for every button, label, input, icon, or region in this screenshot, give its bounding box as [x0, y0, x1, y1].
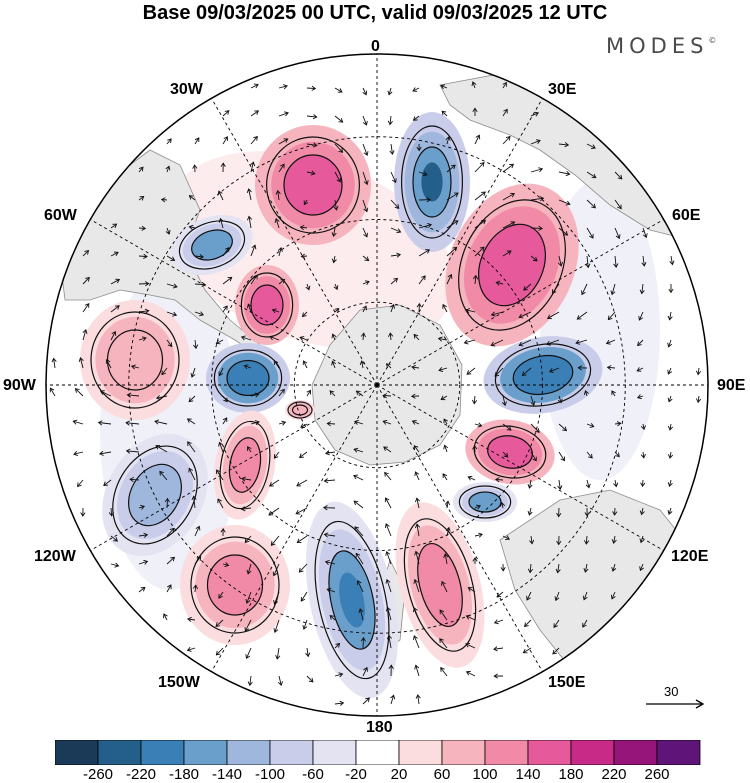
colorbar-tick-label: 180: [558, 766, 584, 783]
lon-label-150w: 150W: [158, 674, 200, 691]
longitude-line: [376, 219, 664, 386]
land-mass: [311, 304, 463, 466]
colorbar-tick-label: -140: [211, 766, 243, 783]
anomaly-blob: [453, 482, 517, 522]
colorbar-tick-label: 60: [433, 766, 451, 783]
anomaly-blob: [171, 215, 253, 275]
colorbar-swatch: [140, 740, 185, 765]
anomaly-blob: [445, 183, 579, 347]
colorbar-tick-label: -60: [302, 766, 324, 783]
lon-label-90e: 90E: [717, 377, 746, 394]
anomaly-blob: [213, 410, 277, 520]
anomaly-blob: [206, 343, 290, 413]
lon-label-120w: 120W: [34, 548, 76, 565]
latitude-circle: [293, 301, 461, 469]
colorbar-swatch: [656, 740, 701, 765]
anomaly-blob: [305, 501, 399, 699]
lon-label-0: 0: [371, 38, 380, 55]
anomaly-blob: [80, 300, 190, 420]
longitude-line: [376, 384, 543, 672]
colorbar-tick-label: 100: [472, 766, 498, 783]
colorbar-tick-label: -260: [82, 766, 114, 783]
anomaly-blob: [395, 502, 485, 668]
colorbar-tick-label: 260: [644, 766, 670, 783]
longitude-line: [90, 384, 378, 551]
colorbar-swatch: [441, 740, 486, 765]
longitude-line: [376, 98, 543, 386]
colorbar-swatch: [484, 740, 529, 765]
colorbar-swatch: [312, 740, 357, 765]
colorbar-swatch: [570, 740, 615, 765]
colorbar-swatch: [97, 740, 142, 765]
lon-label-30w: 30W: [170, 81, 203, 98]
anomaly-blob: [102, 433, 208, 557]
anomaly-blob: [285, 400, 315, 420]
colorbar-swatch: [183, 740, 228, 765]
colorbar-tick-label: -180: [168, 766, 200, 783]
colorbar-tick-label: -100: [254, 766, 286, 783]
colorbar-swatch: [55, 740, 99, 765]
longitude-line: [90, 219, 378, 386]
vector-scale-label: 30: [664, 684, 679, 699]
latitude-circle: [211, 219, 543, 551]
colorbar-swatch: [269, 740, 314, 765]
anomaly-blob: [235, 265, 299, 345]
lon-label-120e: 120E: [671, 548, 709, 565]
modes-logo: MODES©: [606, 34, 717, 58]
lon-label-180: 180: [366, 719, 393, 736]
lon-label-60e: 60E: [672, 207, 701, 224]
anomaly-blob: [180, 525, 290, 645]
map-boundary: [45, 53, 709, 717]
lon-label-90w: 90W: [3, 377, 36, 394]
colorbar: [55, 740, 701, 765]
colorbar-tick-label: -20: [345, 766, 367, 783]
lon-label-30e: 30E: [548, 81, 577, 98]
anomaly-blob: [255, 125, 371, 245]
lon-label-60w: 60W: [44, 207, 77, 224]
vector-scale-arrow: [646, 699, 705, 709]
colorbar-tick-label: 140: [515, 766, 541, 783]
colorbar-tick-label: 220: [601, 766, 627, 783]
colorbar-swatch: [613, 740, 658, 765]
colorbar-swatch: [226, 740, 271, 765]
colorbar-swatch: [527, 740, 572, 765]
colorbar-swatch: [355, 740, 400, 765]
chart-title: Base 09/03/2025 00 UTC, valid 09/03/2025…: [142, 2, 608, 24]
longitude-line: [211, 384, 378, 672]
south-pole-marker: [375, 383, 379, 387]
colorbar-swatch: [398, 740, 443, 765]
longitude-line: [211, 98, 378, 386]
colorbar-tick-label: -220: [125, 766, 157, 783]
longitude-line: [376, 384, 664, 551]
colorbar-tick-label: 20: [390, 766, 408, 783]
lon-label-150e: 150E: [548, 674, 586, 691]
anomaly-blob: [394, 112, 470, 252]
wind-vectors: [49, 81, 702, 706]
